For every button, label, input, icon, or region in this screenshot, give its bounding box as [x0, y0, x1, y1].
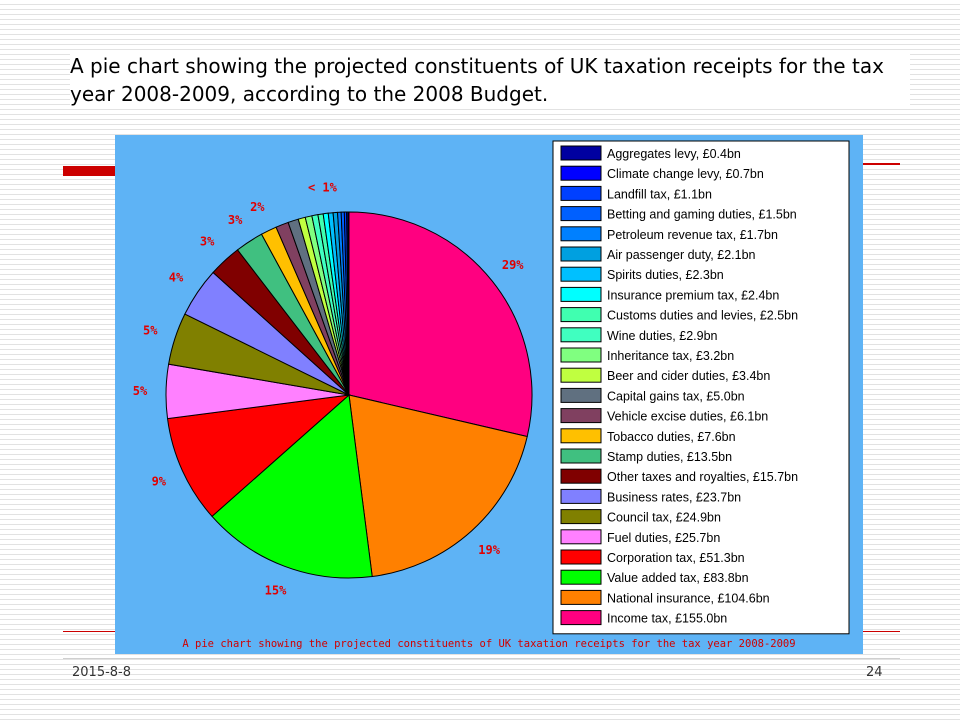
legend-label: Customs duties and levies, £2.5bn [607, 309, 798, 323]
legend-swatch [560, 226, 602, 242]
legend-swatch [560, 408, 602, 424]
accent-line [862, 631, 900, 632]
legend-swatch [560, 286, 602, 302]
legend-label: Value added tax, £83.8bn [607, 571, 749, 585]
slide-page-number: 24 [866, 665, 883, 680]
percent-label: 5% [143, 324, 158, 338]
percent-label: 29% [502, 258, 524, 272]
legend-label: Betting and gaming duties, £1.5bn [607, 208, 797, 222]
legend-swatch [560, 569, 602, 585]
percent-label: 3% [200, 235, 215, 249]
legend-box [552, 140, 850, 635]
slide-date: 2015-8-8 [72, 665, 132, 680]
legend-swatch [560, 428, 602, 444]
pie-slice [348, 394, 528, 578]
accent-line [63, 631, 115, 632]
legend-label: Spirits duties, £2.3bn [607, 268, 724, 282]
legend-label: Climate change levy, £0.7bn [607, 167, 764, 181]
legend-swatch [560, 529, 602, 545]
legend-label: Other taxes and royalties, £15.7bn [607, 470, 798, 484]
pie-chart-panel: 29% 19% 15% 9% 5% 5% 4% 3% 3% 2% < 1% Aggregates le… [115, 135, 863, 654]
legend-label: Fuel duties, £25.7bn [607, 531, 720, 545]
chart-caption: A pie chart showing the projected consti… [182, 638, 795, 650]
legend-swatch [560, 367, 602, 383]
accent-line [862, 163, 900, 165]
pie-slice [166, 394, 351, 518]
pie-chart: 29% 19% 15% 9% 5% 5% 4% 3% 3% 2% < 1% Aggregates le… [133, 140, 850, 650]
percent-label: < 1% [308, 181, 338, 195]
legend-swatch [560, 589, 602, 605]
pie-slice [211, 393, 373, 579]
legend-label: Beer and cider duties, £3.4bn [607, 369, 770, 383]
percent-label: 2% [250, 200, 265, 214]
percent-label: 3% [228, 213, 243, 227]
legend-swatch [560, 387, 602, 403]
legend-label: Stamp duties, £13.5bn [607, 450, 732, 464]
legend-label: Income tax, £155.0bn [607, 612, 727, 626]
legend-label: Capital gains tax, £5.0bn [607, 389, 745, 403]
pie-slice [348, 211, 533, 438]
legend-swatch [560, 327, 602, 343]
legend-label: Landfill tax, £1.1bn [607, 187, 712, 201]
legend-label: Inheritance tax, £3.2bn [607, 349, 734, 363]
footer-divider [63, 658, 900, 659]
legend-swatch [560, 468, 602, 484]
legend-swatch [560, 549, 602, 565]
legend-label: Petroleum revenue tax, £1.7bn [607, 228, 778, 242]
legend-swatch [560, 448, 602, 464]
legend-swatch [560, 347, 602, 363]
legend-label: Business rates, £23.7bn [607, 490, 741, 504]
pie-slice [347, 211, 350, 396]
slide-title: A pie chart showing the projected consti… [70, 52, 910, 108]
legend-swatch [560, 206, 602, 222]
legend-label: Aggregates levy, £0.4bn [607, 147, 741, 161]
legend-label: Wine duties, £2.9bn [607, 329, 718, 343]
legend-label: Vehicle excise duties, £6.1bn [607, 410, 768, 424]
percent-label: 5% [133, 384, 148, 398]
legend-swatch [560, 610, 602, 626]
legend-swatch [560, 165, 602, 181]
percent-label: 15% [265, 584, 287, 598]
legend-label: Council tax, £24.9bn [607, 511, 721, 525]
percent-label: 19% [478, 543, 500, 557]
legend-label: Insurance premium tax, £2.4bn [607, 288, 779, 302]
percent-label: 4% [169, 271, 184, 285]
legend-swatch [560, 307, 602, 323]
legend-label: Tobacco duties, £7.6bn [607, 430, 736, 444]
legend-swatch [560, 145, 602, 161]
legend-label: National insurance, £104.6bn [607, 591, 770, 605]
percent-label: 9% [152, 475, 167, 489]
legend-swatch [560, 266, 602, 282]
legend-swatch [560, 488, 602, 504]
legend-label: Corporation tax, £51.3bn [607, 551, 745, 565]
legend-swatch [560, 185, 602, 201]
accent-bar [63, 166, 115, 176]
legend-swatch [560, 509, 602, 525]
legend-label: Air passenger duty, £2.1bn [607, 248, 756, 262]
legend-swatch [560, 246, 602, 262]
